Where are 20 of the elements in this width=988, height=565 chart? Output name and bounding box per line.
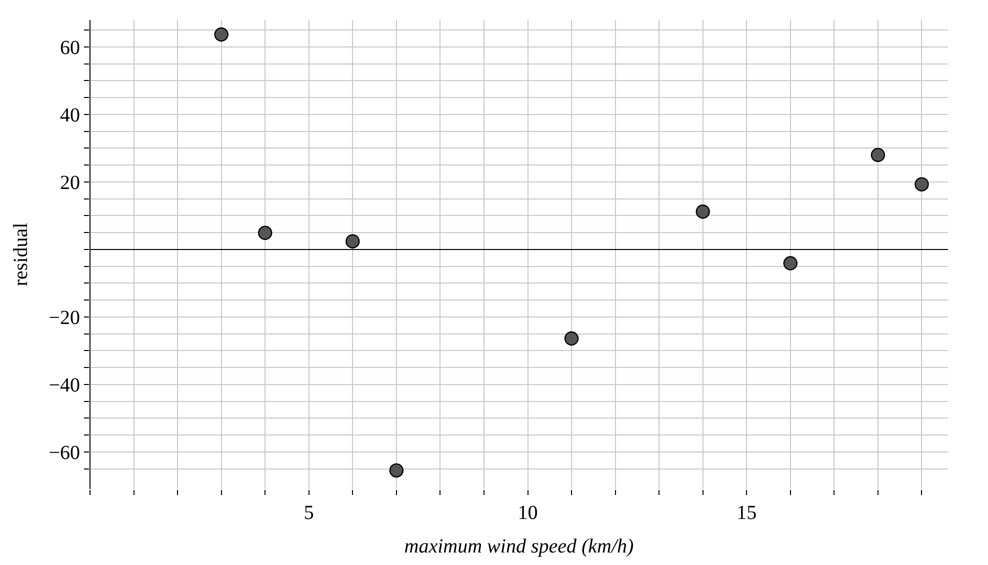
- point: [389, 463, 404, 478]
- x-tick-label: 15: [736, 502, 757, 524]
- point: [914, 177, 929, 192]
- point: [783, 256, 798, 270]
- point: [870, 148, 886, 162]
- y-tick-label: −20: [48, 306, 80, 329]
- y-tick-label: 60: [60, 36, 80, 59]
- x-axis-title: maximum wind speed (km/h): [404, 536, 634, 558]
- point: [696, 204, 710, 219]
- point: [564, 331, 579, 346]
- x-tick-label: 10: [518, 502, 538, 524]
- y-tick-label: 20: [60, 172, 80, 194]
- point: [258, 226, 272, 240]
- x-tick-label: 5: [304, 502, 314, 524]
- point: [346, 234, 360, 248]
- point: [214, 27, 228, 42]
- y-tick-label: −40: [48, 374, 80, 396]
- y-tick-label: −60: [48, 442, 80, 464]
- y-axis-title: residual: [10, 222, 32, 286]
- y-tick-label: 40: [60, 104, 80, 126]
